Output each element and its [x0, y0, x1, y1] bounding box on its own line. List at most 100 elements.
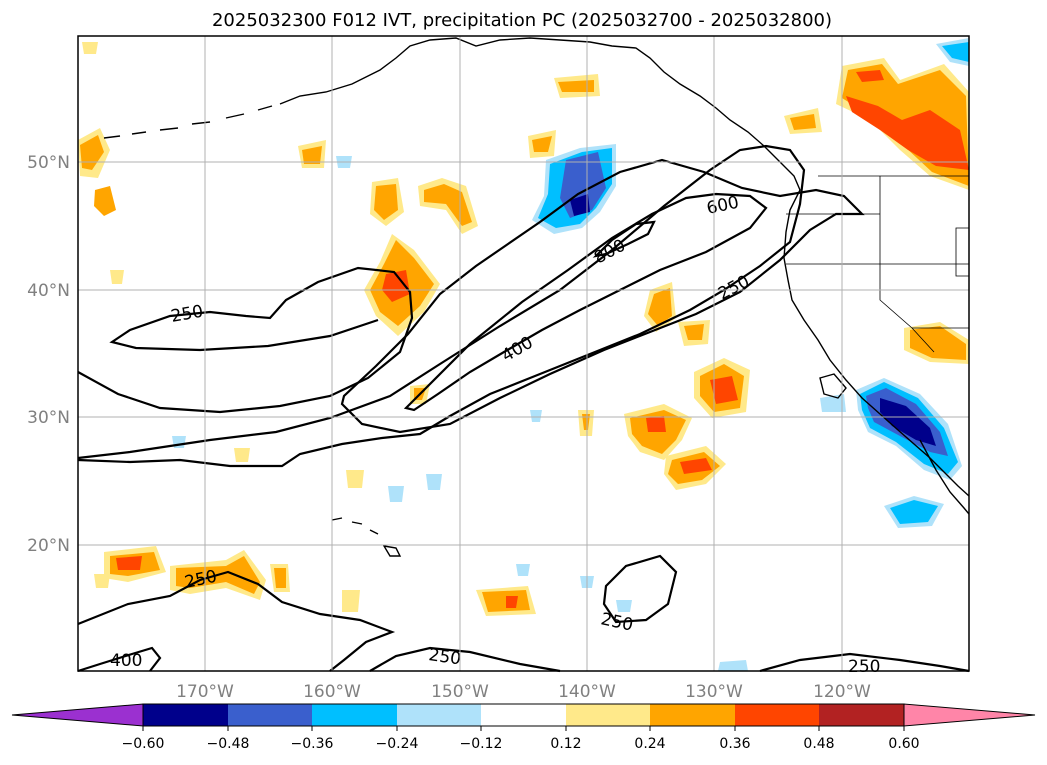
- colorbar-tick-label: 0.60: [888, 736, 919, 752]
- figure-title: 2025032300 F012 IVT, precipitation PC (2…: [212, 10, 832, 31]
- colorbar-segment: [312, 704, 397, 726]
- nevada-california-border: [879, 264, 935, 353]
- colorbar-tick-label: −0.12: [460, 736, 503, 752]
- ivt-contour-800: [592, 220, 656, 258]
- ivt-contour-250-se: [369, 646, 561, 673]
- longitude-label: 170°W: [176, 682, 234, 702]
- precip-negative-region: [388, 486, 404, 502]
- precip-positive-region: [82, 42, 98, 54]
- map-frame: [77, 35, 970, 672]
- precip-positive-region: [110, 270, 124, 284]
- ivt-contour-400-south: [77, 646, 162, 673]
- precip-positive-region: [94, 574, 110, 588]
- precip-positive-region: [80, 135, 104, 170]
- colorbar-tick-label: 0.36: [719, 736, 750, 752]
- precip-positive-region: [382, 270, 410, 302]
- colorbar-tick-label: −0.48: [207, 736, 250, 752]
- precip-positive-region: [532, 136, 552, 152]
- longitude-labels: 170°W 160°W 150°W 140°W 130°W 120°W: [176, 682, 871, 702]
- bc-coast: [783, 189, 970, 497]
- graticule: [78, 36, 969, 671]
- precip-positive-region: [646, 416, 666, 432]
- precip-negative-region: [942, 42, 969, 62]
- longitude-label: 140°W: [558, 682, 616, 702]
- precip-positive-region: [506, 596, 518, 608]
- precip-negative-region: [426, 474, 442, 490]
- precip-positive-region: [342, 590, 360, 612]
- precip-positive-region: [582, 414, 590, 430]
- ivt-contour-400: [340, 158, 865, 434]
- latitude-label: 30°N: [27, 408, 70, 428]
- precip-negative-region: [718, 660, 748, 671]
- precip-positive-region: [558, 80, 594, 92]
- longitude-label: 160°W: [303, 682, 361, 702]
- latitude-label: 20°N: [27, 536, 70, 556]
- latitude-labels: 50°N 40°N 30°N 20°N: [27, 153, 70, 556]
- colorbar-tick-label: −0.24: [376, 736, 419, 752]
- precip-negative-region: [880, 398, 936, 446]
- precip-positive-region: [856, 70, 884, 82]
- aleutian-islands: [103, 105, 273, 139]
- hawaii-islands: [331, 517, 402, 557]
- contour-label: 250: [848, 657, 880, 677]
- map-panel: 250 250 250 250 250 400 400 600 800 250: [77, 35, 970, 677]
- ivt-contour-600: [403, 192, 768, 412]
- colorbar: −0.60 −0.48 −0.36 −0.24 −0.12 0.12 0.24 …: [11, 703, 1036, 752]
- colorbar-segment: [397, 704, 481, 726]
- precip-negative-region: [820, 394, 846, 412]
- precip-negative-region: [516, 564, 530, 576]
- ivt-contour-250-sw-east: [759, 652, 970, 673]
- colorbar-tick-label: 0.48: [803, 736, 834, 752]
- ivt-contour-250-ring: [602, 554, 678, 624]
- coastlines: [103, 37, 970, 557]
- contour-label: 250: [427, 645, 462, 669]
- precip-positive-region: [680, 458, 712, 474]
- precip-negative-region: [530, 410, 542, 422]
- precip-positive-region: [234, 448, 250, 462]
- colorbar-segment: [143, 704, 228, 726]
- precip-negative-region: [570, 194, 590, 216]
- latitude-label: 40°N: [27, 281, 70, 301]
- precip-positive-region: [116, 556, 142, 570]
- precip-negative-region: [890, 500, 938, 524]
- colorbar-segment: [735, 704, 819, 726]
- precip-positive-region: [302, 146, 322, 164]
- longitude-label: 150°W: [431, 682, 489, 702]
- colorbar-segment: [481, 704, 566, 726]
- precip-positive-region: [648, 288, 672, 326]
- precip-positive-region: [374, 184, 398, 220]
- ivt-contour-250-west: [77, 266, 414, 414]
- colorbar-tick-label: −0.60: [122, 736, 165, 752]
- precip-positive-region: [910, 326, 966, 360]
- colorbar-ticks: [142, 726, 905, 731]
- ivt-contour-250-south: [77, 570, 396, 672]
- precip-positive-region: [846, 96, 969, 170]
- colorbar-tick-label: 0.24: [634, 736, 665, 752]
- precip-positive-region: [94, 186, 116, 216]
- colorbar-segment: [228, 704, 312, 726]
- colorbar-segment: [650, 704, 735, 726]
- latitude-label: 50°N: [27, 153, 70, 173]
- precip-positive-region: [684, 324, 704, 340]
- colorbar-extend-high: [903, 703, 1036, 727]
- precip-shading: [78, 38, 969, 671]
- longitude-label: 130°W: [685, 682, 743, 702]
- colorbar-tick-label: −0.36: [291, 736, 334, 752]
- colorbar-segment: [819, 704, 904, 726]
- contour-label: 400: [110, 651, 142, 671]
- precip-negative-region: [616, 600, 632, 612]
- colorbar-segment: [566, 704, 650, 726]
- longitude-label: 120°W: [813, 682, 871, 702]
- precip-positive-region: [790, 114, 816, 130]
- baja-california: [919, 439, 970, 515]
- ivt-contours: [77, 144, 970, 673]
- colorbar-tick-label: 0.12: [550, 736, 581, 752]
- colorbar-frame: [142, 703, 905, 727]
- precip-positive-region: [710, 376, 738, 404]
- precip-positive-region: [274, 568, 286, 588]
- alaska-coastline: [279, 37, 801, 191]
- ivt-contour-250-main: [77, 144, 806, 468]
- precip-positive-region: [346, 470, 364, 488]
- colorbar-extend-low: [11, 703, 144, 727]
